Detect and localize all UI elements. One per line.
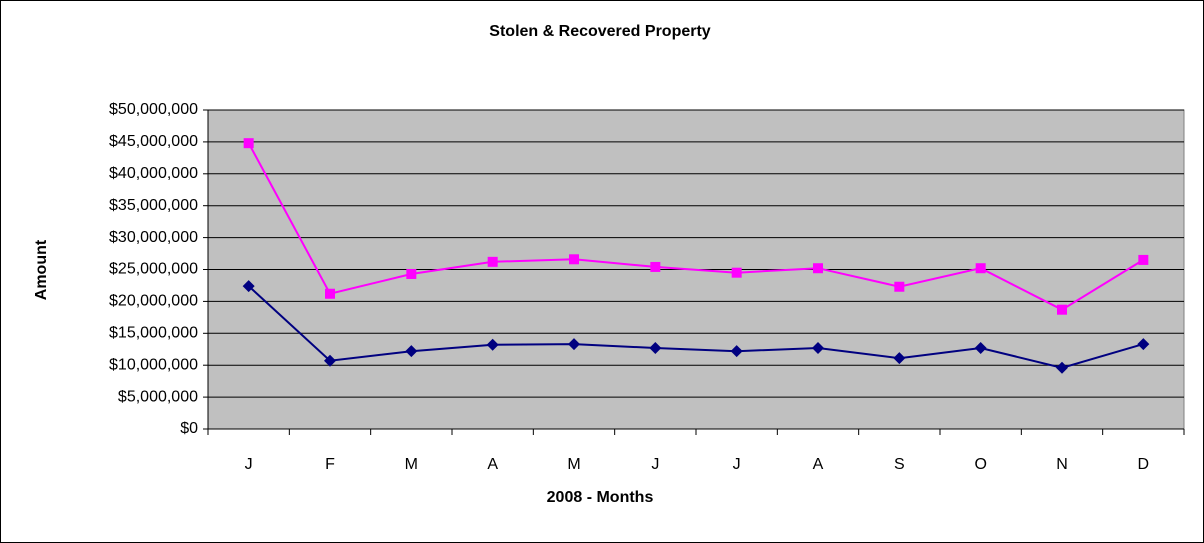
x-tick-label: J — [733, 456, 741, 473]
y-tick-label: $50,000,000 — [109, 101, 198, 118]
point-marker — [731, 267, 742, 278]
point-marker — [486, 338, 499, 351]
point-marker — [569, 254, 579, 265]
x-tick-label: S — [894, 456, 905, 473]
point-marker — [893, 352, 906, 365]
point-marker — [1137, 338, 1150, 351]
x-tick-label: M — [567, 456, 580, 473]
x-tick-label: M — [405, 456, 418, 473]
x-tick-label: F — [325, 456, 335, 473]
y-tick-label: $10,000,000 — [109, 356, 198, 373]
point-marker — [813, 263, 823, 274]
x-tick-label: A — [813, 456, 824, 473]
x-tick-label: J — [651, 456, 659, 473]
point-marker — [1138, 254, 1149, 265]
point-marker — [242, 280, 255, 293]
series-line — [247, 142, 1144, 311]
series-line — [248, 285, 1144, 369]
y-tick-label: $0 — [180, 420, 198, 437]
x-tick-label: A — [487, 456, 498, 473]
point-marker — [650, 261, 661, 272]
point-marker — [324, 354, 336, 367]
y-tick-label: $45,000,000 — [109, 133, 198, 150]
point-marker — [974, 341, 987, 354]
point-marker — [1057, 304, 1067, 315]
y-tick-label: $5,000,000 — [118, 388, 198, 405]
point-marker — [975, 263, 986, 274]
point-marker — [730, 345, 743, 358]
point-marker — [649, 341, 662, 354]
x-tick-label: N — [1056, 456, 1068, 473]
x-tick-label: J — [245, 456, 253, 473]
y-tick-label: $15,000,000 — [109, 325, 198, 342]
x-tick-label: O — [974, 456, 986, 473]
x-axis-label: 2008 - Months — [547, 489, 654, 506]
point-marker — [405, 345, 418, 358]
point-marker — [406, 268, 417, 279]
y-tick-label: $30,000,000 — [109, 229, 198, 246]
y-axis-label: Amount — [33, 239, 50, 300]
point-marker — [894, 281, 905, 292]
y-tick-label: $20,000,000 — [109, 293, 198, 310]
point-marker — [568, 338, 580, 351]
point-marker — [325, 288, 335, 299]
chart-title: Stolen & Recovered Property — [489, 23, 711, 40]
point-marker — [1056, 361, 1068, 374]
point-marker — [487, 256, 498, 267]
y-tick-label: $40,000,000 — [109, 165, 198, 182]
y-tick-label: $35,000,000 — [109, 197, 198, 214]
y-tick-label: $25,000,000 — [109, 261, 198, 278]
point-marker — [243, 138, 254, 149]
x-tick-label: D — [1138, 456, 1150, 473]
point-marker — [812, 341, 824, 354]
